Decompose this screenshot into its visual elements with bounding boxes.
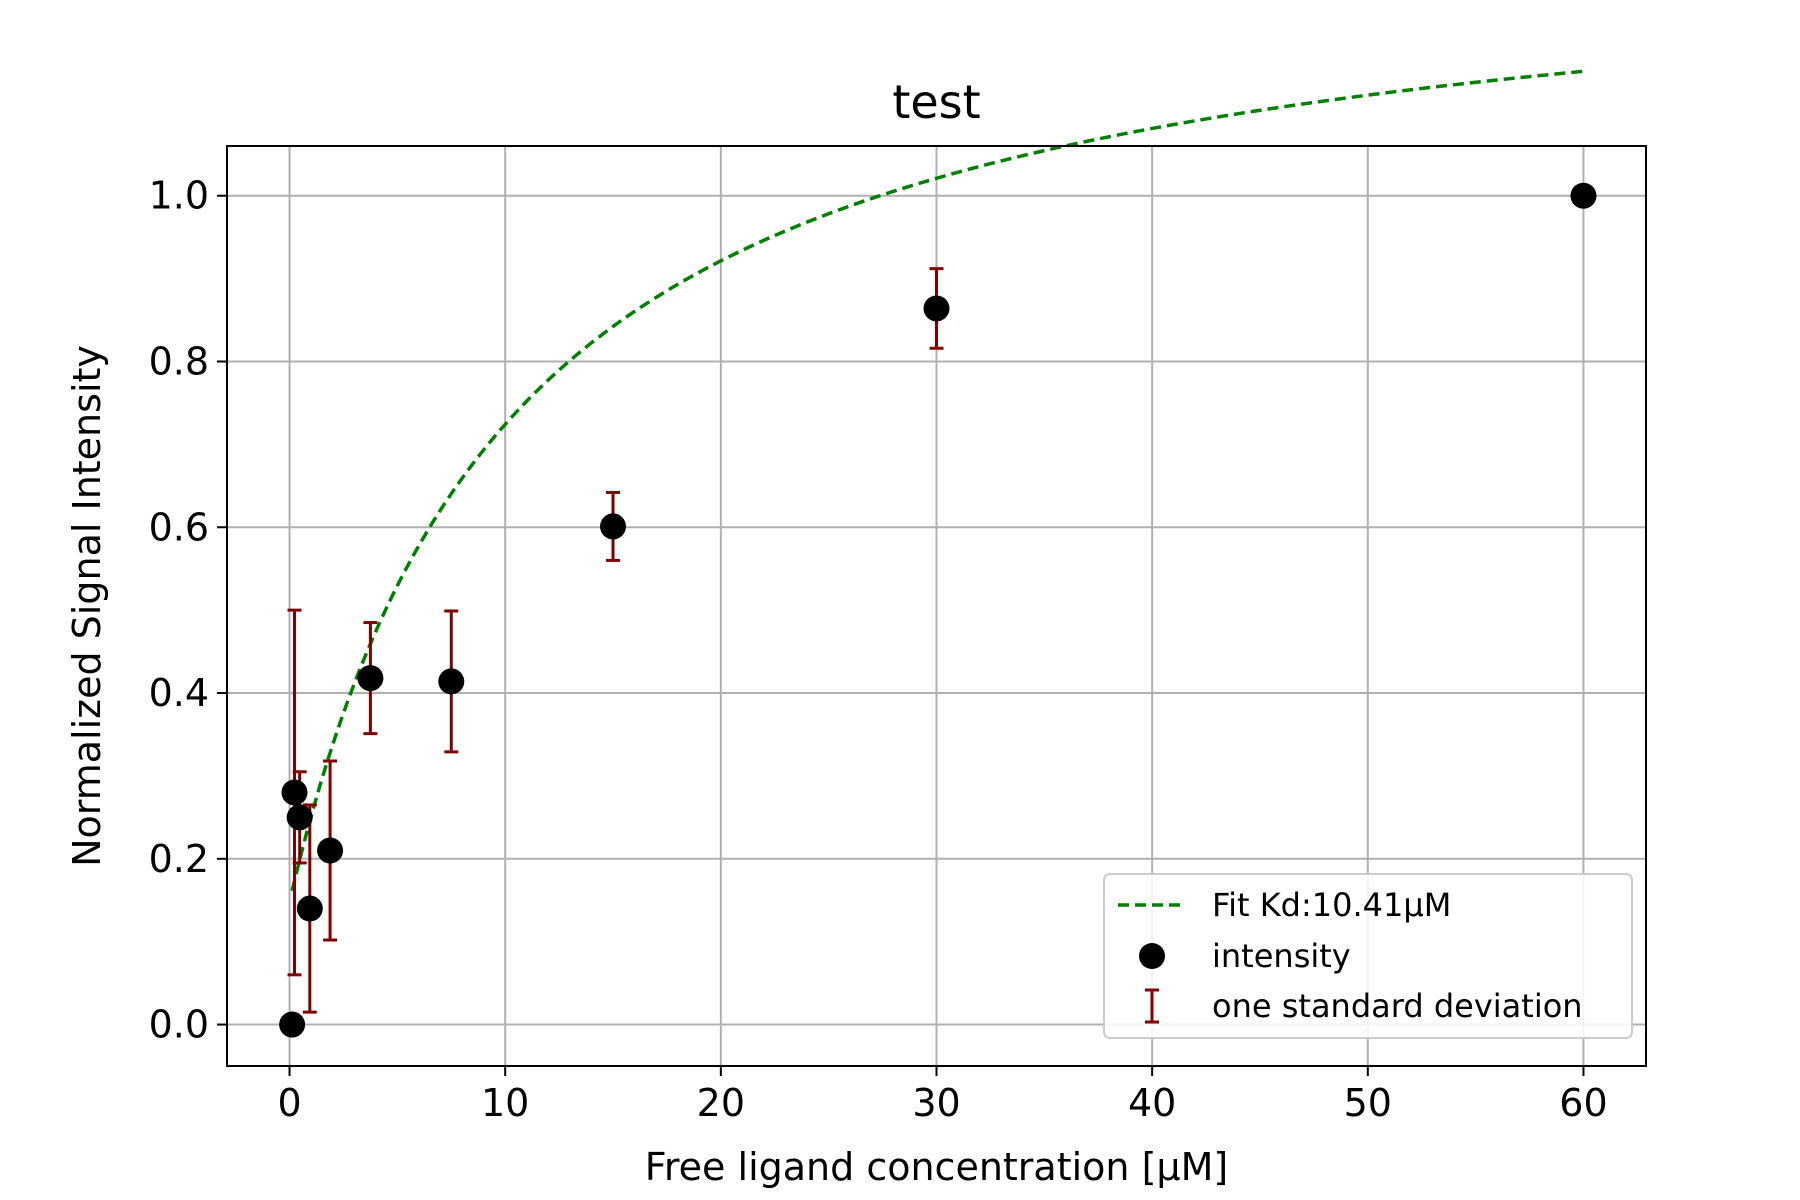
data-point (357, 665, 384, 692)
data-point (1570, 182, 1597, 209)
y-tick-label: 0.4 (149, 671, 209, 715)
x-tick-label: 10 (481, 1081, 529, 1125)
legend-point-swatch (1139, 943, 1165, 969)
data-point (317, 837, 344, 864)
data-point (286, 804, 313, 831)
x-axis-label: Free ligand concentration [μM] (645, 1145, 1228, 1189)
y-tick-label: 1.0 (149, 174, 209, 218)
legend-box (1103, 873, 1633, 1039)
data-point (296, 895, 323, 922)
x-tick-label: 40 (1128, 1081, 1176, 1125)
point-layer (279, 182, 1597, 1038)
legend-label: one standard deviation (1212, 987, 1583, 1025)
x-tick-label: 50 (1344, 1081, 1392, 1125)
grid (227, 146, 1646, 1066)
x-tick-label: 0 (277, 1081, 301, 1125)
tick-layer: 0 10 20 30 40 50 60 0.0 0.2 0.4 0.6 0.8 1.0 (149, 174, 1608, 1125)
fit-curve (290, 69, 1584, 892)
y-tick-label: 0.0 (149, 1003, 209, 1047)
x-tick-label: 60 (1559, 1081, 1607, 1125)
y-tick-label: 0.8 (149, 339, 209, 383)
legend-label: Fit Kd:10.41μM (1212, 886, 1451, 924)
y-tick-label: 0.6 (149, 505, 209, 549)
data-point (281, 779, 308, 806)
data-point (600, 513, 627, 540)
y-axis-label: Normalized Signal Intensity (65, 345, 109, 867)
legend: Fit Kd:10.41μM intensity one standard devi… (1103, 873, 1633, 1039)
x-tick-label: 20 (697, 1081, 745, 1125)
data-point (923, 295, 950, 322)
chart-title: test (892, 75, 980, 129)
y-tick-label: 0.2 (149, 837, 209, 881)
data-point (279, 1011, 306, 1038)
legend-label: intensity (1212, 937, 1351, 975)
fit-curve-layer (290, 69, 1584, 892)
data-point (438, 668, 465, 695)
x-tick-label: 30 (912, 1081, 960, 1125)
